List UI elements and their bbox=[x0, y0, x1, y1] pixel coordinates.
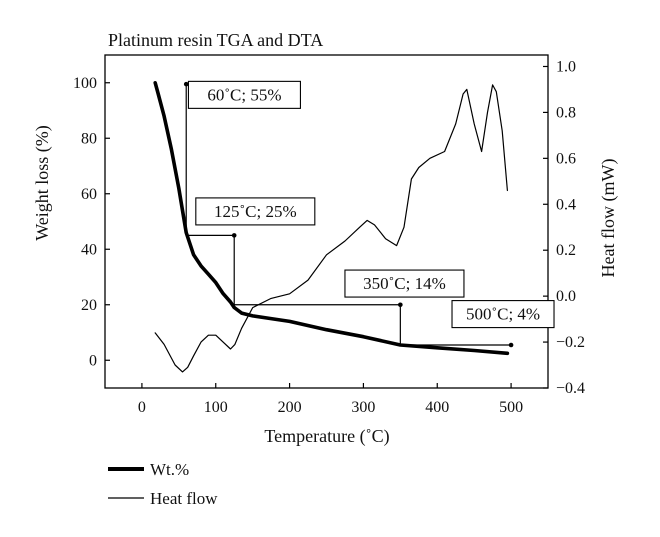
y-right-axis-title: Heat flow (mW) bbox=[598, 159, 619, 278]
x-tick-label: 400 bbox=[425, 399, 449, 416]
chart-title: Platinum resin TGA and DTA bbox=[108, 30, 323, 50]
x-tick-label: 500 bbox=[499, 399, 523, 416]
tick-layer: 0 100 200 300 400 500 0 20 40 60 80 100 −0.4 −0.2 0.0 0… bbox=[73, 58, 585, 416]
y-left-tick-label: 0 bbox=[89, 352, 97, 369]
series-layer bbox=[153, 81, 510, 373]
y-left-axis-title: Weight loss (%) bbox=[32, 125, 53, 241]
leader-350c-dot bbox=[398, 302, 403, 308]
x-tick-label: 100 bbox=[204, 399, 228, 416]
series-line-wt bbox=[153, 81, 510, 356]
y-left-tick-label: 60 bbox=[81, 186, 97, 203]
leader-60c-dot bbox=[183, 81, 189, 87]
y-left-tick-label: 100 bbox=[73, 75, 97, 92]
y-left-tick-label: 20 bbox=[81, 297, 97, 314]
annotation-box bbox=[187, 80, 301, 109]
annotation-layer: 60˚C; 55% 125˚C; 25% 350˚C; 14% 500˚C; 4% bbox=[183, 80, 555, 348]
annotation-label: 350˚C; 14% bbox=[363, 274, 446, 293]
y-right-tick-label: 0.4 bbox=[556, 196, 576, 213]
y-left-tick-label: 40 bbox=[81, 241, 97, 258]
annotation-box bbox=[344, 269, 465, 298]
series-line-heat-flow bbox=[154, 84, 508, 373]
annotation-label: 60˚C; 55% bbox=[207, 85, 281, 104]
x-tick-label: 200 bbox=[278, 399, 302, 416]
annotation-box bbox=[195, 197, 316, 226]
leader-125c-dot bbox=[231, 233, 237, 238]
leader-500c-dot bbox=[508, 342, 514, 348]
y-right-tick-label: 1.0 bbox=[556, 58, 576, 75]
legend-label-wt: Wt.% bbox=[150, 460, 189, 479]
y-right-tick-label: −0.2 bbox=[556, 334, 585, 351]
annotation-label: 125˚C; 25% bbox=[214, 202, 297, 221]
legend-label-heat-flow: Heat flow bbox=[150, 489, 218, 508]
x-tick-label: 0 bbox=[138, 399, 146, 416]
x-axis-title: Temperature (˚C) bbox=[264, 426, 389, 447]
y-right-tick-label: 0.2 bbox=[556, 242, 576, 259]
plot-frame bbox=[104, 54, 549, 389]
y-left-tick-label: 80 bbox=[81, 130, 97, 147]
y-right-tick-label: −0.4 bbox=[556, 380, 585, 397]
y-right-tick-label: 0.0 bbox=[556, 288, 576, 305]
legend: Wt.% Heat flow bbox=[108, 460, 218, 508]
plot-area bbox=[104, 54, 549, 389]
x-tick-label: 300 bbox=[351, 399, 375, 416]
y-right-tick-label: 0.6 bbox=[556, 150, 576, 167]
annotation-label: 500˚C; 4% bbox=[466, 305, 540, 324]
annotation-box bbox=[451, 300, 555, 329]
y-right-tick-label: 0.8 bbox=[556, 104, 576, 121]
